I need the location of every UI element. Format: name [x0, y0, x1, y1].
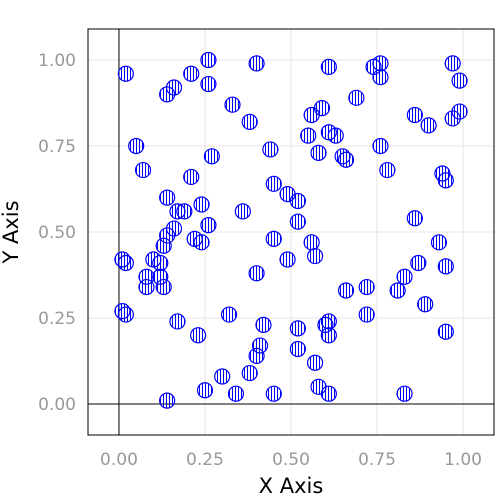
data-point	[373, 70, 388, 85]
data-point	[197, 383, 212, 398]
data-point	[328, 128, 343, 143]
data-point	[177, 204, 192, 219]
data-point	[438, 173, 453, 188]
x-tick-label: 0.50	[272, 450, 310, 470]
data-point	[290, 194, 305, 209]
x-tick-label: 0.25	[186, 450, 224, 470]
x-axis-title: X Axis	[259, 474, 324, 498]
data-point	[184, 169, 199, 184]
data-point	[118, 307, 133, 322]
y-tick-label: 0.25	[38, 309, 76, 329]
data-point	[194, 235, 209, 250]
data-point	[407, 211, 422, 226]
data-point	[191, 328, 206, 343]
data-point	[129, 138, 144, 153]
data-point	[438, 324, 453, 339]
y-tick-label: 0.00	[38, 395, 76, 415]
data-point	[390, 283, 405, 298]
y-tick-label: 0.50	[38, 223, 76, 243]
data-point	[266, 231, 281, 246]
data-point	[380, 163, 395, 178]
data-point	[266, 176, 281, 191]
data-point	[160, 393, 175, 408]
data-point	[184, 66, 199, 81]
data-point	[411, 255, 426, 270]
data-point	[256, 317, 271, 332]
y-tick-label: 1.00	[38, 51, 76, 71]
data-point	[359, 280, 374, 295]
data-point	[314, 101, 329, 116]
data-point	[438, 259, 453, 274]
data-point	[263, 142, 278, 157]
data-point	[452, 104, 467, 119]
x-tick-labels: 0.00 0.25 0.50 0.75 1.00	[100, 450, 482, 470]
data-point	[235, 204, 250, 219]
data-point	[156, 238, 171, 253]
data-point	[445, 56, 460, 71]
data-point	[397, 386, 412, 401]
data-point	[280, 252, 295, 267]
data-point	[222, 307, 237, 322]
data-point	[421, 118, 436, 133]
data-point	[118, 255, 133, 270]
data-point	[373, 56, 388, 71]
data-point	[215, 369, 230, 384]
data-point	[194, 197, 209, 212]
data-point	[301, 128, 316, 143]
data-point	[228, 386, 243, 401]
data-point	[290, 341, 305, 356]
data-point	[242, 366, 257, 381]
data-point	[321, 314, 336, 329]
data-point	[201, 77, 216, 92]
data-point	[407, 108, 422, 123]
data-point	[311, 145, 326, 160]
data-point	[321, 59, 336, 74]
data-point	[249, 266, 264, 281]
data-point	[160, 190, 175, 205]
data-point	[249, 348, 264, 363]
data-point	[201, 52, 216, 67]
data-point	[290, 214, 305, 229]
data-point	[204, 149, 219, 164]
data-point	[308, 249, 323, 264]
y-tick-label: 0.75	[38, 137, 76, 157]
data-point	[136, 163, 151, 178]
data-point	[397, 269, 412, 284]
data-point	[201, 218, 216, 233]
data-point	[418, 297, 433, 312]
data-point	[156, 280, 171, 295]
x-tick-label: 0.00	[100, 450, 138, 470]
data-point	[118, 66, 133, 81]
x-tick-label: 0.75	[358, 450, 396, 470]
data-point	[321, 386, 336, 401]
data-point	[249, 56, 264, 71]
data-point	[452, 73, 467, 88]
data-point	[225, 97, 240, 112]
data-point	[139, 280, 154, 295]
data-point	[431, 235, 446, 250]
data-point	[266, 386, 281, 401]
data-point	[339, 152, 354, 167]
data-point	[308, 355, 323, 370]
data-point	[167, 80, 182, 95]
x-tick-label: 1.00	[444, 450, 482, 470]
data-point	[349, 90, 364, 105]
data-point	[167, 221, 182, 236]
data-point	[170, 314, 185, 329]
y-tick-labels: 0.00 0.25 0.50 0.75 1.00	[38, 51, 76, 415]
grid-lines	[88, 29, 494, 435]
data-point	[321, 328, 336, 343]
data-point	[339, 283, 354, 298]
y-axis-title: Y Axis	[0, 200, 23, 264]
data-point	[304, 235, 319, 250]
data-point	[242, 114, 257, 129]
data-point	[153, 255, 168, 270]
data-point	[373, 138, 388, 153]
data-point	[359, 307, 374, 322]
data-point	[290, 321, 305, 336]
